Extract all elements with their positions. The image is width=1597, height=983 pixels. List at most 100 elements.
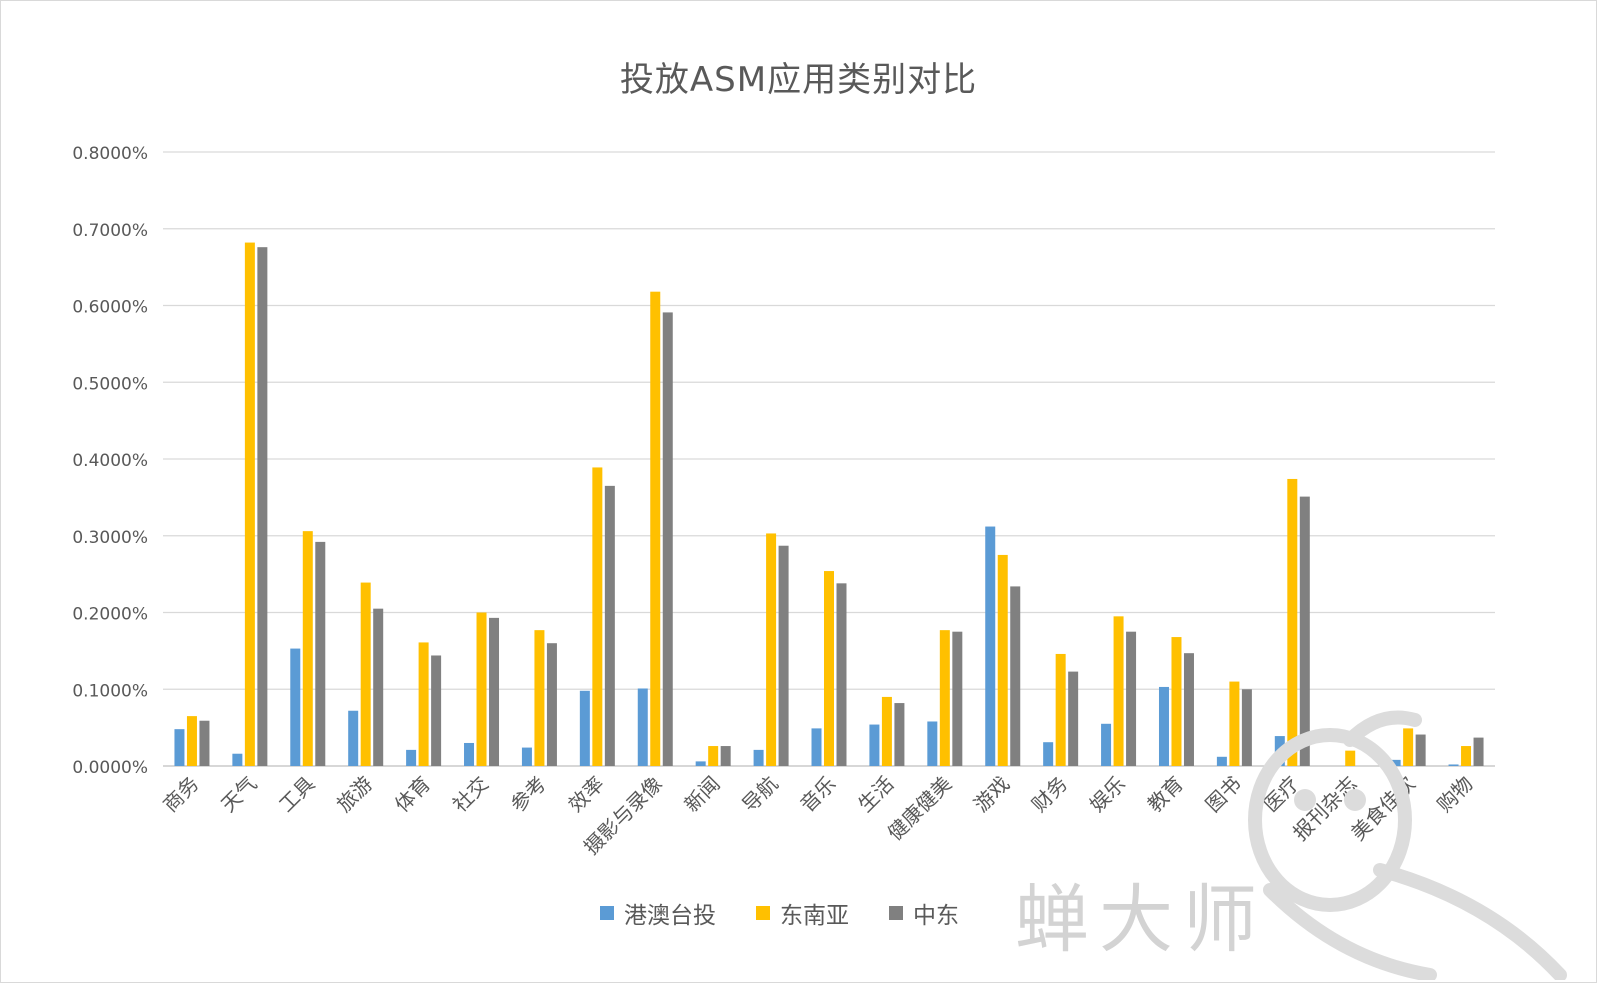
legend-item-hmt: 港澳台投	[600, 896, 716, 930]
legend-label-sea: 东南亚	[780, 903, 849, 929]
bar-sea	[708, 746, 719, 766]
legend: 港澳台投 东南亚 中东	[600, 896, 959, 930]
bar-me	[431, 655, 442, 766]
x-tick-label: 健康健美	[883, 772, 957, 846]
bar-me	[778, 545, 789, 766]
x-tick-label: 参考	[506, 772, 551, 817]
bar-me	[1068, 671, 1079, 766]
bar-sea	[302, 531, 313, 766]
legend-item-sea: 东南亚	[756, 896, 849, 930]
bar-hmt	[1390, 759, 1401, 766]
legend-label-hmt: 港澳台投	[624, 903, 716, 929]
bar-sea	[244, 242, 255, 766]
legend-swatch-hmt	[600, 906, 614, 920]
bar-me	[1126, 631, 1137, 766]
x-tick-label: 社交	[448, 772, 493, 817]
bar-me	[257, 247, 268, 767]
bar-hmt	[985, 526, 996, 766]
bar-me	[894, 703, 905, 766]
legend-swatch-sea	[756, 906, 770, 920]
bar-sea	[534, 630, 545, 766]
y-tick-label: 0.7000%	[72, 221, 148, 241]
bar-sea	[1055, 653, 1066, 766]
bar-hmt	[1101, 723, 1112, 766]
bar-sea	[881, 696, 892, 766]
bar-hmt	[637, 688, 648, 766]
bar-me	[546, 643, 557, 766]
bar-me	[489, 617, 500, 766]
y-tick-label: 0.0000%	[72, 758, 148, 778]
bar-sea	[1229, 681, 1240, 766]
bar-sea	[592, 467, 603, 766]
bar-me	[1415, 734, 1426, 766]
x-tick-label: 导航	[737, 772, 782, 817]
bar-sea	[939, 630, 950, 766]
bar-me	[952, 631, 963, 766]
x-tick-label: 教育	[1143, 772, 1188, 817]
bar-sea	[1113, 616, 1124, 766]
bar-sea	[1461, 746, 1472, 766]
bar-hmt	[521, 747, 532, 766]
bar-hmt	[1448, 764, 1459, 766]
bar-sea	[1171, 637, 1182, 766]
bar-sea	[997, 554, 1008, 766]
bar-me	[662, 312, 673, 766]
bar-hmt	[1043, 742, 1054, 766]
bar-sea	[766, 533, 777, 766]
bar-hmt	[811, 728, 822, 766]
legend-item-me: 中东	[889, 896, 959, 930]
bar-sea	[1403, 728, 1414, 766]
bar-sea	[418, 642, 429, 766]
bar-hmt	[348, 710, 359, 766]
bar-sea	[360, 582, 371, 766]
bar-sea	[650, 291, 661, 766]
watermark-cicada-logo	[1248, 710, 1567, 980]
x-tick-label: 娱乐	[1085, 772, 1130, 817]
y-tick-label: 0.2000%	[72, 605, 148, 625]
bar-me	[315, 541, 326, 766]
watermark-text: 蝉大师	[1015, 877, 1267, 963]
bar-sea	[824, 571, 834, 766]
x-tick-label: 旅游	[332, 772, 377, 817]
y-tick-label: 0.4000%	[72, 451, 148, 471]
bar-hmt	[174, 729, 185, 766]
bar-hmt	[232, 753, 243, 766]
bar-me	[1241, 689, 1252, 766]
bar-hmt	[579, 690, 590, 766]
bar-hmt	[1216, 756, 1227, 766]
x-tick-label: 工具	[274, 772, 319, 817]
bar-me	[199, 720, 210, 766]
bar-hmt	[869, 724, 880, 766]
x-tick-label: 天气	[216, 772, 261, 817]
bar-me	[836, 583, 847, 766]
bar-me	[1473, 737, 1484, 766]
bar-hmt	[464, 742, 475, 766]
x-tick-label: 音乐	[795, 772, 840, 817]
chart-title: 投放ASM应用类别对比	[619, 60, 978, 100]
bar-me	[604, 485, 615, 766]
bar-sea	[1345, 750, 1356, 766]
legend-label-me: 中东	[913, 903, 959, 929]
bar-sea	[476, 612, 487, 766]
bar-sea	[186, 716, 197, 766]
x-tick-label: 效率	[564, 772, 609, 817]
bar-me	[373, 608, 384, 766]
bar-sea	[1287, 478, 1298, 766]
x-tick-label: 游戏	[969, 772, 1014, 817]
x-tick-label: 体育	[390, 772, 435, 817]
bar-me	[1183, 653, 1194, 766]
bar-hmt	[406, 749, 417, 766]
x-tick-label: 新闻	[679, 772, 724, 817]
bar-me	[720, 746, 731, 766]
bar-hmt	[1158, 686, 1169, 766]
bar-hmt	[753, 749, 764, 766]
bar-me	[1010, 586, 1021, 766]
y-tick-label: 0.3000%	[72, 528, 148, 548]
y-tick-label: 0.5000%	[72, 374, 148, 394]
bar-hmt	[927, 721, 938, 766]
bar-hmt	[695, 761, 706, 766]
bar-me	[1299, 496, 1310, 766]
y-tick-label: 0.8000%	[72, 144, 148, 164]
bar-hmt	[290, 648, 301, 766]
x-tick-label: 财务	[1027, 772, 1072, 817]
